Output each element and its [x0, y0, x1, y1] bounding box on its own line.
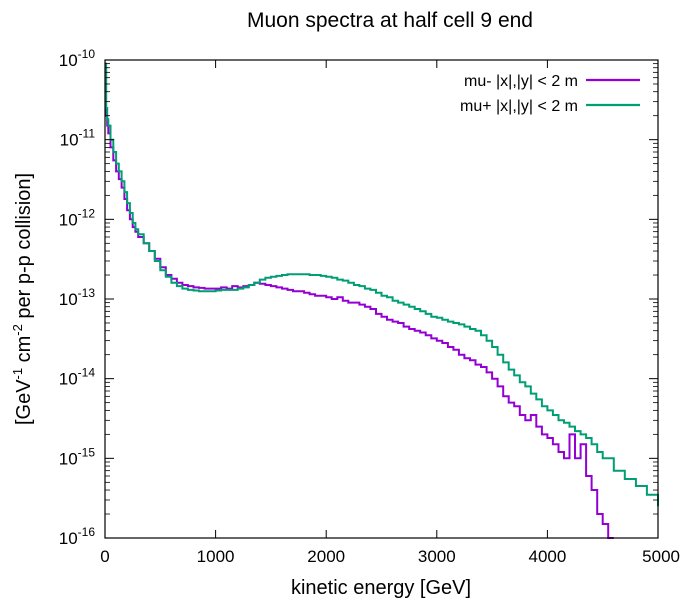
y-tick-label-exp: -11 [79, 127, 96, 141]
y-axis-title-prefix: [GeV [13, 379, 35, 425]
x-tick-label: 0 [100, 547, 109, 566]
x-tick-label: 3000 [418, 547, 456, 566]
chart-title: Muon spectra at half cell 9 end [247, 9, 533, 32]
y-axis-title-sup1: -1 [10, 368, 25, 380]
y-tick-label: 10-12 [59, 206, 96, 229]
x-axis-title: kinetic energy [GeV] [291, 577, 471, 599]
x-tick-label: 2000 [307, 547, 345, 566]
y-tick-label-exp: -10 [78, 47, 96, 61]
y-tick-label: 10-15 [59, 445, 96, 468]
y-axis-title-suffix: per p-p collision] [13, 173, 35, 324]
y-tick-label-exp: -15 [78, 445, 96, 459]
legend-label: mu- |x|,|y| < 2 m [464, 73, 578, 90]
x-tick-label: 5000 [642, 547, 680, 566]
x-tick-label: 4000 [528, 547, 566, 566]
y-tick-label-base: 10 [59, 370, 78, 389]
y-tick-label: 10-10 [59, 47, 96, 70]
plot-frame [105, 60, 658, 538]
y-tick-label: 10-11 [60, 127, 96, 150]
y-tick-label-base: 10 [59, 51, 78, 70]
legend-label: mu+ |x|,|y| < 2 m [460, 98, 578, 115]
y-tick-label: 10-16 [59, 525, 96, 548]
y-axis-title: [GeV-1 cm-2 per p-p collision] [10, 173, 35, 425]
y-tick-label: 10-13 [59, 286, 96, 309]
y-axis-title-mid: cm [13, 336, 35, 368]
series-line-mu-minus [105, 68, 614, 538]
y-tick-label-base: 10 [60, 131, 79, 150]
y-tick-label-base: 10 [59, 210, 78, 229]
y-tick-label-base: 10 [59, 290, 78, 309]
y-tick-label-base: 10 [59, 449, 78, 468]
plot-lines [105, 64, 658, 538]
y-tick-label-base: 10 [59, 529, 78, 548]
x-tick-label: 1000 [197, 547, 235, 566]
y-tick-label: 10-14 [59, 366, 96, 389]
y-tick-label-exp: -13 [78, 286, 96, 300]
legend: mu- |x|,|y| < 2 m mu+ |x|,|y| < 2 m [460, 73, 640, 115]
y-tick-label-exp: -12 [78, 206, 96, 220]
y-axis-title-sup2: -2 [10, 324, 25, 336]
y-tick-label-exp: -16 [78, 525, 96, 539]
y-tick-label-exp: -14 [78, 366, 96, 380]
